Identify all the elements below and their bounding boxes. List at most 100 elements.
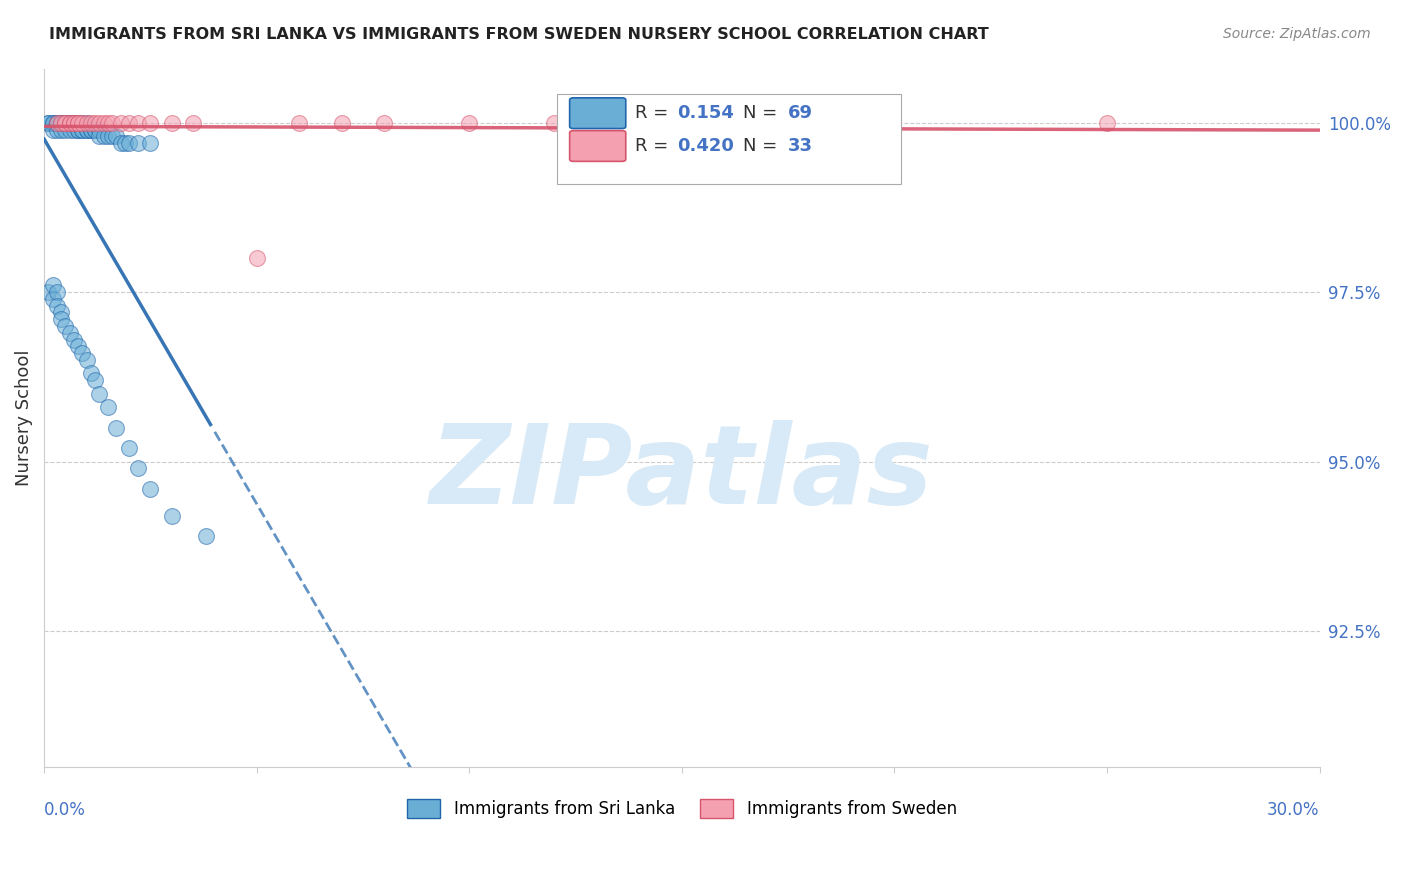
Point xyxy=(72,116,94,130)
Point xyxy=(458,116,481,130)
Point xyxy=(330,116,353,130)
Text: 69: 69 xyxy=(787,104,813,122)
Point xyxy=(41,278,63,293)
Point xyxy=(53,116,76,130)
Point xyxy=(59,116,82,130)
Point xyxy=(101,129,124,144)
Point xyxy=(53,122,76,136)
Point xyxy=(105,420,128,434)
Point xyxy=(194,529,217,543)
Point xyxy=(67,116,90,130)
Point xyxy=(49,116,72,130)
Point xyxy=(67,122,90,136)
Point xyxy=(80,122,103,136)
Point xyxy=(713,116,735,130)
Point xyxy=(59,122,82,136)
Point xyxy=(1095,116,1118,130)
Point xyxy=(67,122,90,136)
Text: 0.154: 0.154 xyxy=(676,104,734,122)
Point xyxy=(93,129,115,144)
Point xyxy=(37,116,59,130)
Point xyxy=(160,508,183,523)
Point xyxy=(67,339,90,353)
Point xyxy=(53,116,76,130)
Point xyxy=(72,346,94,360)
Text: R =: R = xyxy=(634,104,673,122)
Point xyxy=(76,116,98,130)
Point xyxy=(105,129,128,144)
Point xyxy=(59,326,82,340)
Point xyxy=(63,116,86,130)
Text: 30.0%: 30.0% xyxy=(1267,802,1320,820)
Point xyxy=(63,122,86,136)
Point xyxy=(49,116,72,130)
FancyBboxPatch shape xyxy=(569,130,626,161)
Text: R =: R = xyxy=(634,137,673,155)
Point xyxy=(67,116,90,130)
Point xyxy=(53,319,76,334)
Point xyxy=(97,129,120,144)
Y-axis label: Nursery School: Nursery School xyxy=(15,350,32,486)
Point xyxy=(41,292,63,306)
Point xyxy=(37,285,59,300)
Point xyxy=(53,116,76,130)
Point xyxy=(139,136,162,150)
Point xyxy=(41,116,63,130)
FancyBboxPatch shape xyxy=(557,95,901,184)
Point xyxy=(118,116,141,130)
Point xyxy=(89,129,111,144)
Point xyxy=(76,122,98,136)
Point xyxy=(53,116,76,130)
Point xyxy=(80,367,103,381)
Point xyxy=(160,116,183,130)
Point xyxy=(45,116,67,130)
Point xyxy=(118,441,141,455)
Point xyxy=(89,387,111,401)
Text: 33: 33 xyxy=(787,137,813,155)
Point xyxy=(80,122,103,136)
Text: N =: N = xyxy=(744,104,783,122)
Point xyxy=(246,252,269,266)
Point xyxy=(45,116,67,130)
Point xyxy=(45,116,67,130)
Point xyxy=(181,116,204,130)
Text: Source: ZipAtlas.com: Source: ZipAtlas.com xyxy=(1223,27,1371,41)
Point xyxy=(72,116,94,130)
Point xyxy=(72,122,94,136)
Point xyxy=(49,305,72,319)
Point xyxy=(41,116,63,130)
Point xyxy=(59,116,82,130)
Point xyxy=(80,116,103,130)
Text: 0.0%: 0.0% xyxy=(44,802,86,820)
Point xyxy=(63,116,86,130)
Point xyxy=(76,353,98,368)
Text: N =: N = xyxy=(744,137,783,155)
Point xyxy=(89,122,111,136)
Point xyxy=(543,116,565,130)
Point xyxy=(45,299,67,313)
Text: IMMIGRANTS FROM SRI LANKA VS IMMIGRANTS FROM SWEDEN NURSERY SCHOOL CORRELATION C: IMMIGRANTS FROM SRI LANKA VS IMMIGRANTS … xyxy=(49,27,988,42)
Point xyxy=(127,461,149,475)
FancyBboxPatch shape xyxy=(569,98,626,128)
Point xyxy=(41,122,63,136)
Legend: Immigrants from Sri Lanka, Immigrants from Sweden: Immigrants from Sri Lanka, Immigrants fr… xyxy=(401,792,963,824)
Point xyxy=(139,482,162,496)
Point xyxy=(53,116,76,130)
Point xyxy=(49,312,72,326)
Point xyxy=(76,116,98,130)
Point xyxy=(84,122,107,136)
Point xyxy=(76,122,98,136)
Point xyxy=(628,116,651,130)
Point xyxy=(45,116,67,130)
Point xyxy=(84,116,107,130)
Point xyxy=(89,116,111,130)
Point xyxy=(45,285,67,300)
Point xyxy=(63,116,86,130)
Point xyxy=(63,333,86,347)
Point xyxy=(118,136,141,150)
Point xyxy=(93,116,115,130)
Point xyxy=(114,136,136,150)
Point xyxy=(139,116,162,130)
Point xyxy=(84,122,107,136)
Point xyxy=(49,116,72,130)
